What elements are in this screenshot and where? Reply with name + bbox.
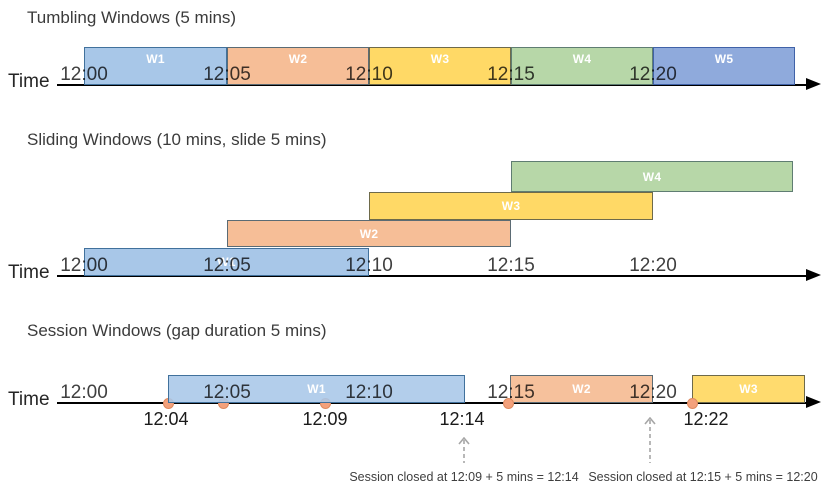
callout-up-arrow-svg [458, 436, 470, 463]
window-box-w4: W4 [511, 47, 653, 85]
window-box-w1: W1 [84, 47, 227, 85]
window-label: W3 [430, 52, 450, 66]
axis-line [57, 275, 806, 277]
event-time-label: 12:04 [143, 409, 189, 429]
callout-up-arrow-icon [643, 416, 657, 464]
section-title-sliding: Sliding Windows (10 mins, slide 5 mins) [27, 130, 327, 149]
tick-label: 12:20 [629, 64, 677, 85]
tick-label: 12:05 [203, 255, 251, 276]
event-time-label: 12:14 [439, 409, 485, 429]
callout-text: Session closed at 12:09 + 5 mins = 12:14 [349, 470, 579, 484]
event-time-label: 12:22 [683, 409, 729, 429]
window-box-w2: W2 [227, 47, 369, 85]
tick-label: 12:00 [60, 255, 108, 276]
window-box-w1: W1 [168, 375, 465, 403]
window-label: W1 [217, 255, 236, 269]
tick-label: 12:05 [203, 64, 251, 85]
window-label: W1 [146, 52, 165, 66]
event-time-label: 12:09 [302, 409, 348, 429]
axis-line [57, 84, 806, 86]
window-label: W2 [288, 52, 308, 66]
section-title-tumbling: Tumbling Windows (5 mins) [27, 8, 237, 27]
tick-label: 12:15 [487, 64, 535, 85]
axis-arrowhead-icon [806, 396, 821, 408]
axis-time-label: Time [8, 389, 50, 410]
tick-label: 12:15 [487, 382, 535, 403]
tick-label: 12:10 [345, 64, 393, 85]
window-box-w2: W2 [227, 220, 511, 247]
axis-line [57, 402, 806, 404]
window-box-w3: W3 [369, 192, 653, 220]
tick-label: 12:05 [203, 382, 251, 403]
window-box-w3: W3 [692, 375, 805, 403]
callout-up-arrow-svg [644, 416, 656, 463]
window-label: W1 [307, 382, 326, 396]
event-dot [503, 398, 514, 409]
tick-label: 12:00 [60, 382, 108, 403]
window-label: W3 [501, 199, 521, 213]
axis-time-label: Time [8, 71, 50, 92]
tick-label: 12:10 [345, 255, 393, 276]
window-box-w2: W2 [510, 375, 653, 403]
tick-label: 12:00 [60, 64, 108, 85]
callout-up-arrow-icon [457, 436, 471, 464]
window-label: W4 [572, 52, 592, 66]
window-box-w1: W1 [84, 248, 369, 276]
window-box-w3: W3 [369, 47, 511, 85]
window-label: W2 [572, 382, 591, 396]
tick-label: 12:10 [345, 382, 393, 403]
window-box-w4: W4 [511, 161, 793, 192]
axis-arrowhead-icon [806, 78, 821, 90]
axis-arrowhead-icon [806, 269, 821, 281]
tick-label: 12:20 [629, 255, 677, 276]
window-box-w5: W5 [653, 47, 795, 85]
tick-label: 12:15 [487, 255, 535, 276]
window-label: W5 [714, 52, 734, 66]
event-dot [687, 398, 698, 409]
section-title-session: Session Windows (gap duration 5 mins) [27, 321, 327, 340]
window-label: W4 [642, 169, 662, 184]
axis-time-label: Time [8, 262, 50, 283]
window-label: W3 [739, 382, 758, 396]
tick-label: 12:20 [629, 382, 677, 403]
callout-text: Session closed at 12:15 + 5 mins = 12:20 [588, 470, 818, 484]
window-label: W2 [359, 226, 379, 241]
